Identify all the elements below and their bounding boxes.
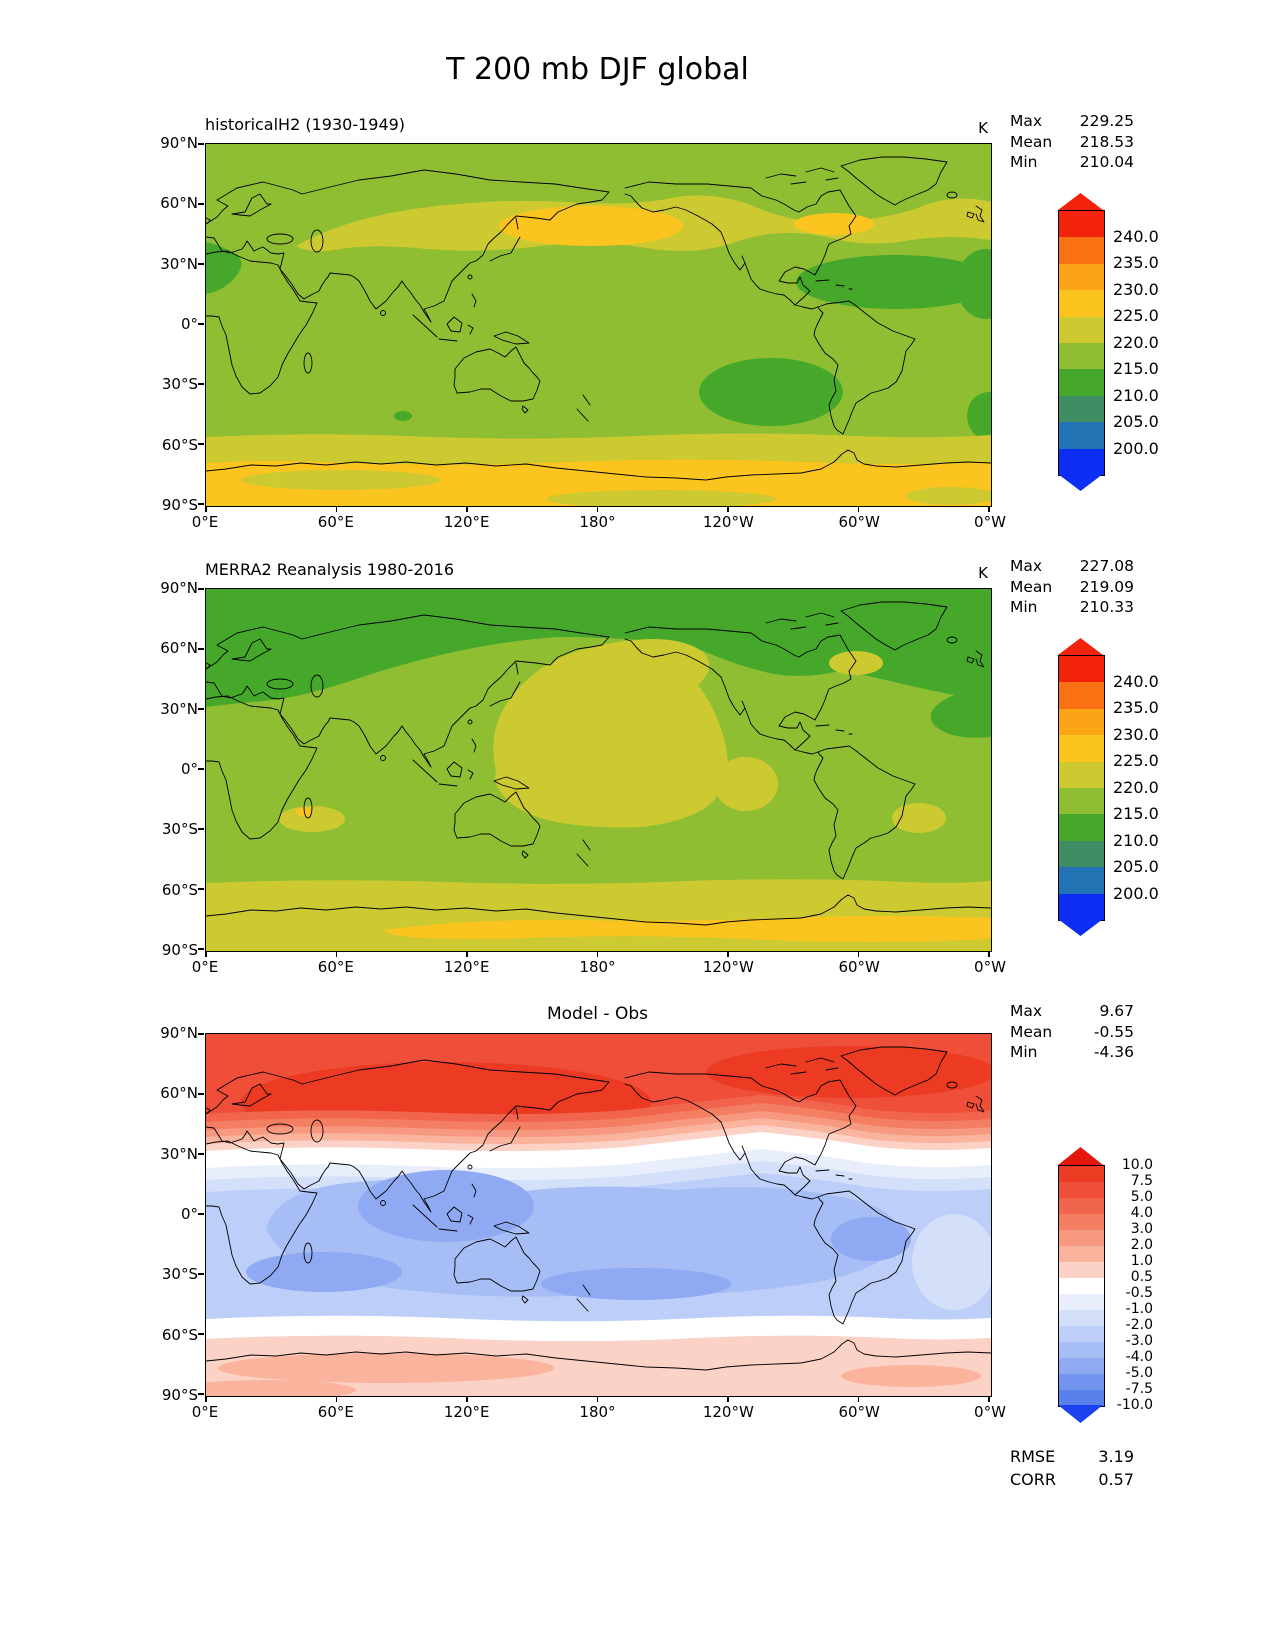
panel2-title: MERRA2 Reanalysis 1980-2016 (205, 560, 455, 579)
stat-value: 218.53 (1079, 132, 1134, 151)
panel2-x-axis-labels: 0°E 60°E 120°E 180° 120°W 60°W 0°W (191, 958, 1006, 976)
panel3-metrics-block: RMSE 3.19 CORR 0.57 (1010, 1445, 1134, 1491)
stat-value: 210.04 (1079, 153, 1134, 171)
metric-value: 3.19 (1098, 1447, 1134, 1466)
stat-row: Max 9.67 (1010, 1001, 1134, 1022)
panel1-stats-block: Max 229.25 Mean 218.53 Min 210.04 (1010, 111, 1134, 173)
panel3-colorbar-ticks: 10.0 7.5 5.0 4.0 3.0 2.0 1.0 0.5 -0.5 -1.0 -2.0 -3.… (1116, 1157, 1153, 1413)
panel3-colorbar-arrow-top (1058, 1147, 1103, 1165)
stat-label: Max (1010, 112, 1043, 130)
panel3-title: Model - Obs (546, 1004, 648, 1024)
stat-row: Mean 218.53 (1010, 132, 1134, 153)
panel3-colorbar-arrow-bottom (1058, 1405, 1103, 1423)
panel3-x-axis-labels: 0°E 60°E 120°E 180° 120°W 60°W 0°W (191, 1403, 1006, 1421)
stat-label: Min (1010, 598, 1038, 616)
panel1-x-tickmarks (205, 506, 990, 512)
stat-value: 9.67 (1099, 1002, 1134, 1020)
stat-row: Min -4.36 (1010, 1042, 1134, 1063)
panel3-map (205, 1033, 992, 1397)
metric-row: CORR 0.57 (1010, 1468, 1134, 1491)
stat-row: Min 210.04 (1010, 152, 1134, 173)
figure-title: T 200 mb DJF global (446, 52, 749, 87)
panel1-map (205, 143, 992, 507)
panel3-x-tickmarks (205, 1396, 990, 1402)
stat-value: 227.08 (1079, 557, 1134, 575)
panel1-colorbar-arrow-top (1058, 193, 1103, 210)
panel1-colorbar (1058, 210, 1105, 476)
stat-value: 219.09 (1079, 577, 1134, 596)
panel2-colorbar-arrow-bottom (1058, 919, 1103, 936)
metric-label: CORR (1010, 1470, 1056, 1489)
panel2-x-tickmarks (205, 951, 990, 957)
panel3-stats-block: Max 9.67 Mean -0.55 Min -4.36 (1010, 1001, 1134, 1063)
stat-label: Mean (1010, 132, 1053, 151)
panel2-stats-block: Max 227.08 Mean 219.09 Min 210.33 (1010, 556, 1134, 618)
panel2-colorbar (1058, 655, 1105, 921)
panel2-map (205, 588, 992, 952)
panel1-x-axis-labels: 0°E 60°E 120°E 180° 120°W 60°W 0°W (191, 513, 1006, 531)
stat-row: Max 227.08 (1010, 556, 1134, 577)
panel1-colorbar-arrow-bottom (1058, 474, 1103, 491)
panel1-y-tickmarks (198, 143, 204, 505)
panel3-map-canvas (206, 1034, 991, 1396)
stat-value: -0.55 (1093, 1022, 1134, 1041)
panel3-colorbar (1058, 1165, 1105, 1407)
stat-label: Min (1010, 153, 1038, 171)
stat-label: Max (1010, 1002, 1043, 1020)
panel2-map-canvas (206, 589, 991, 951)
panel3-y-axis-labels: 90°N 60°N 30°N 0° 30°S 60°S 90°S (160, 1024, 198, 1404)
stat-label: Min (1010, 1043, 1038, 1061)
stat-row: Mean -0.55 (1010, 1022, 1134, 1043)
stat-label: Mean (1010, 1022, 1053, 1041)
metric-label: RMSE (1010, 1447, 1056, 1466)
panel1-y-axis-labels: 90°N 60°N 30°N 0° 30°S 60°S 90°S (160, 134, 198, 514)
panel3-y-tickmarks (198, 1033, 204, 1395)
stat-value: 229.25 (1079, 112, 1134, 130)
stat-value: -4.36 (1093, 1043, 1134, 1061)
stat-row: Max 229.25 (1010, 111, 1134, 132)
panel1-map-canvas (206, 144, 991, 506)
panel2-colorbar-ticks: 240.0 235.0 230.0 225.0 220.0 215.0 210.0 205.0… (1113, 671, 1159, 903)
panel1-title: historicalH2 (1930-1949) (205, 115, 406, 134)
metric-value: 0.57 (1098, 1470, 1134, 1489)
panel3-contour-field (206, 1034, 991, 1396)
panel1-contour-field (206, 144, 991, 506)
stat-value: 210.33 (1079, 598, 1134, 616)
panel2-colorbar-arrow-top (1058, 638, 1103, 655)
stat-label: Mean (1010, 577, 1053, 596)
panel2-y-axis-labels: 90°N 60°N 30°N 0° 30°S 60°S 90°S (160, 579, 198, 959)
stat-label: Max (1010, 557, 1043, 575)
panel2-contour-field (206, 589, 991, 951)
panel2-units-label: K (978, 564, 988, 582)
stat-row: Mean 219.09 (1010, 577, 1134, 598)
stat-row: Min 210.33 (1010, 597, 1134, 618)
panel2-y-tickmarks (198, 588, 204, 950)
panel1-colorbar-ticks: 240.0 235.0 230.0 225.0 220.0 215.0 210.0 205.0… (1113, 226, 1159, 458)
panel1-units-label: K (978, 119, 988, 137)
metric-row: RMSE 3.19 (1010, 1445, 1134, 1468)
